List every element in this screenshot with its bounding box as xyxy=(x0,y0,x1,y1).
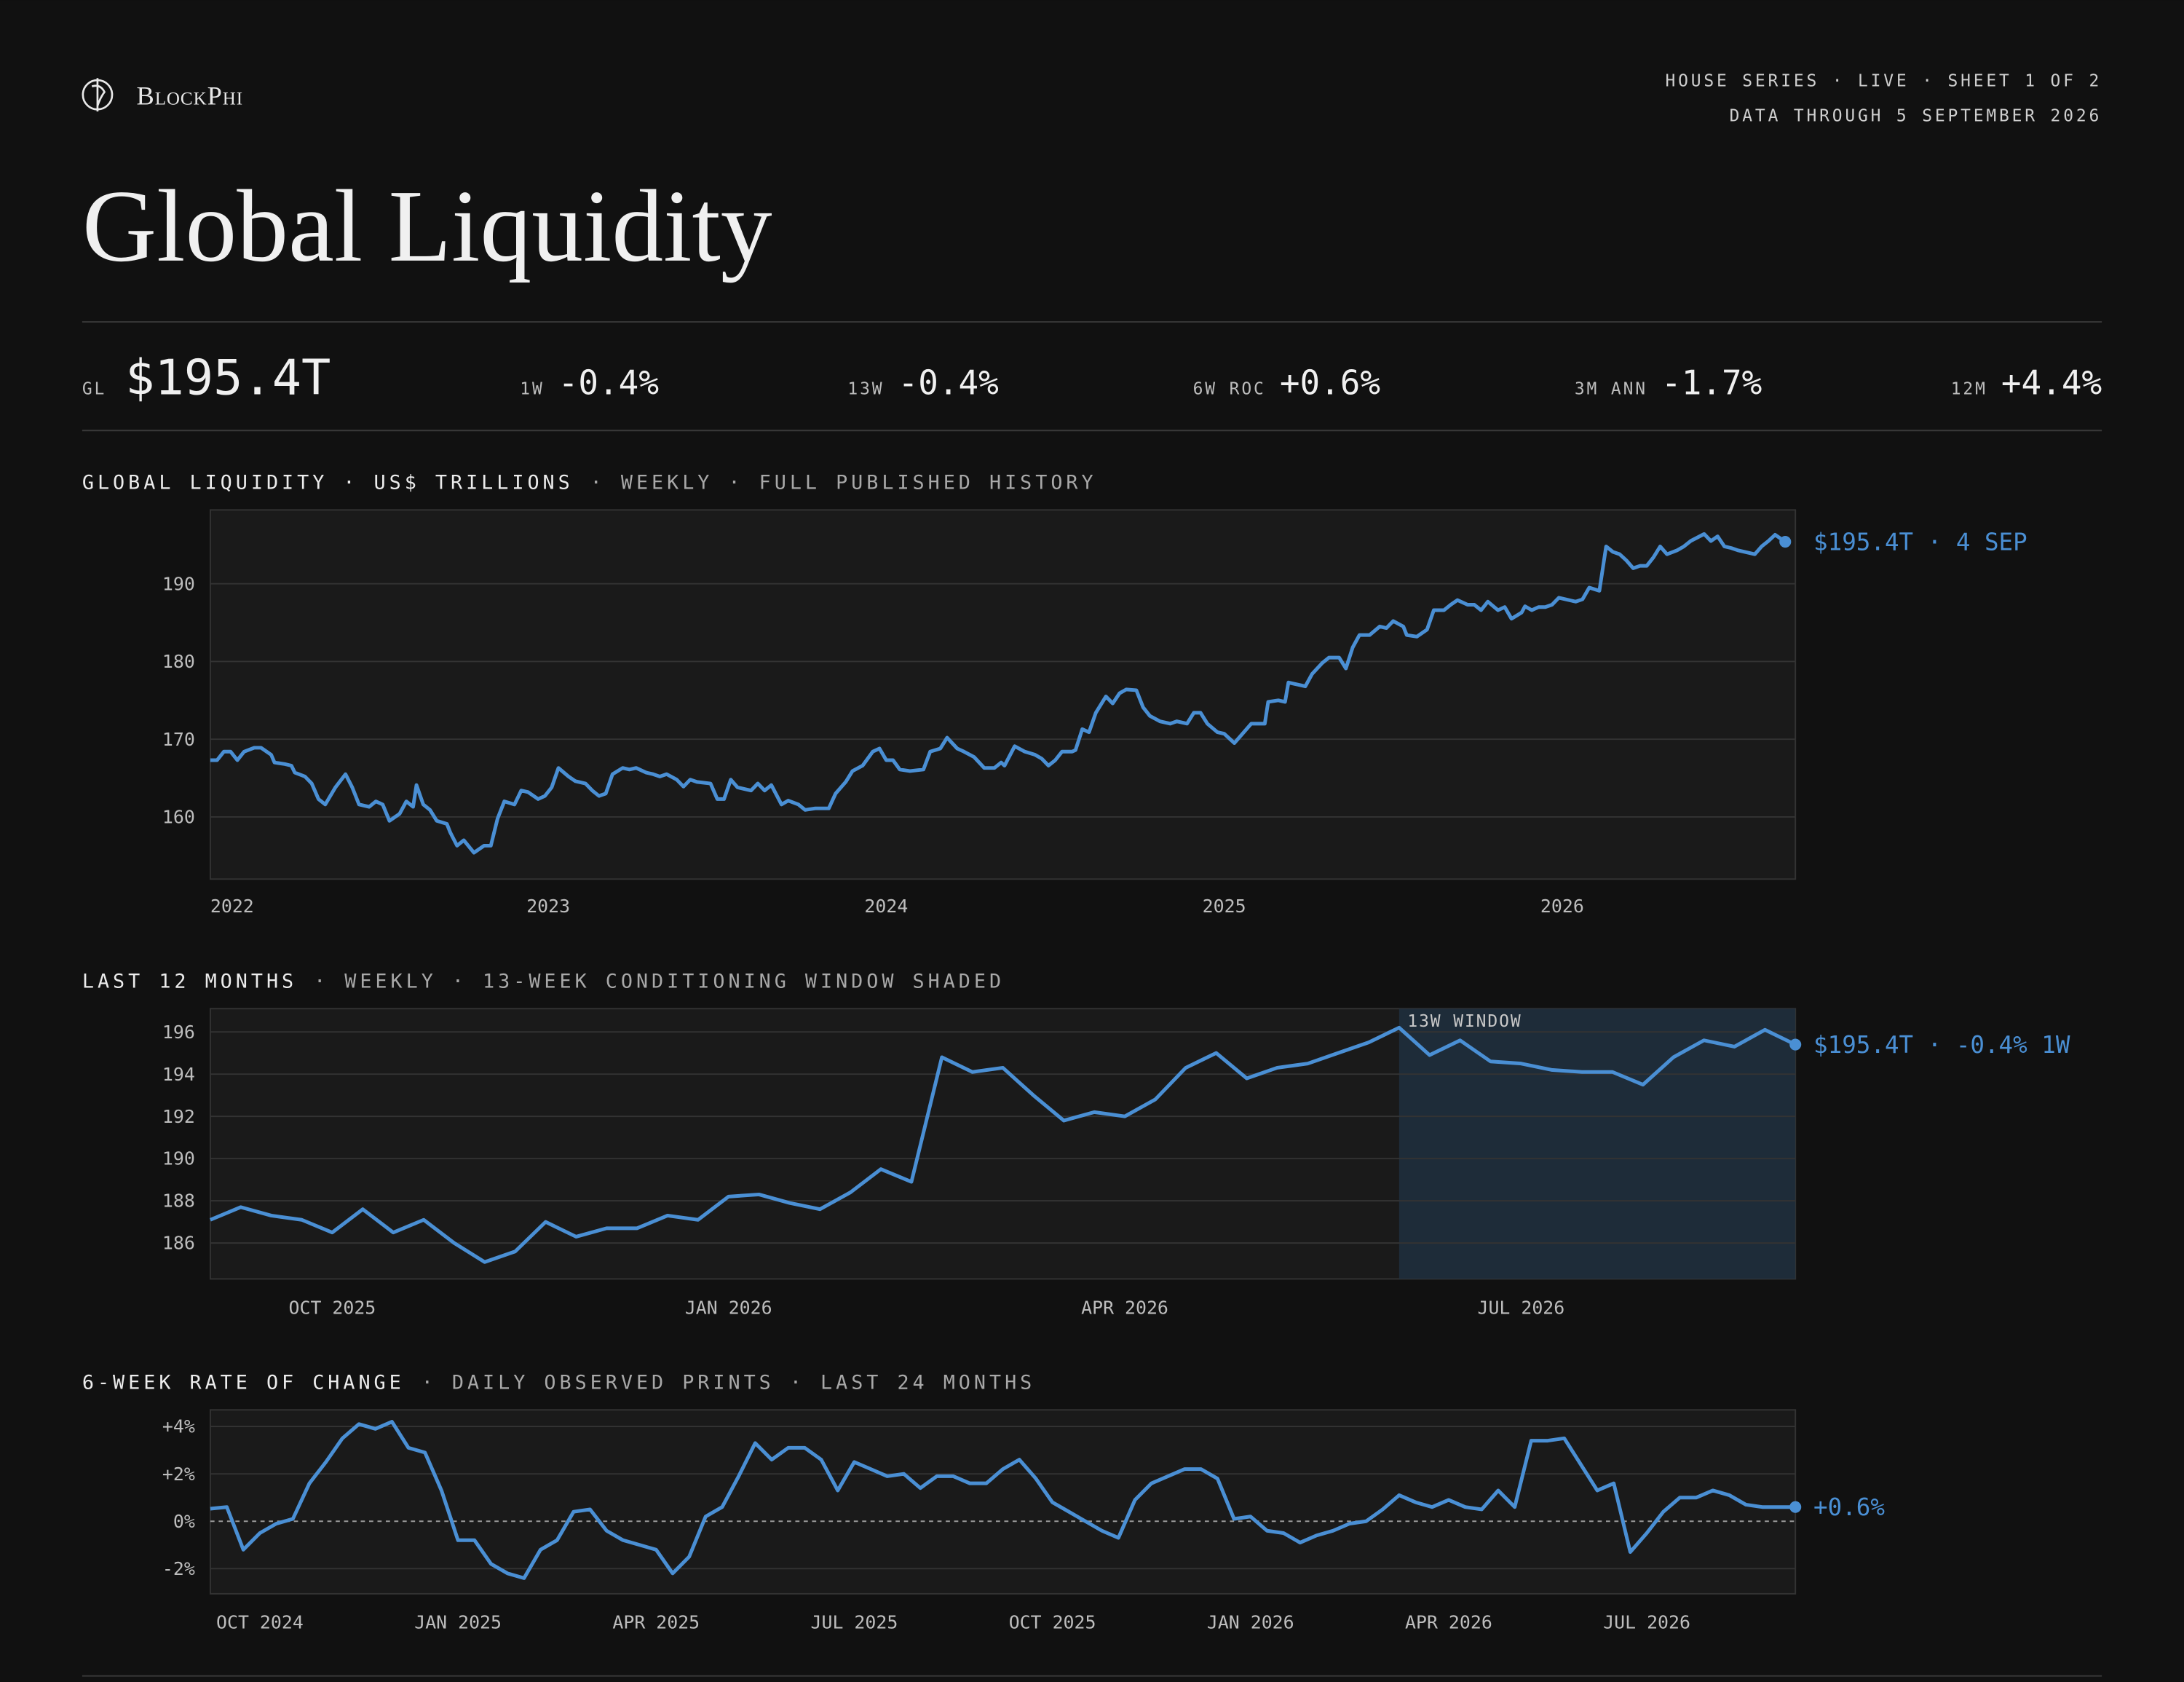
page-title: Global Liquidity xyxy=(82,169,772,283)
y-tick-label: 0% xyxy=(173,1511,195,1532)
chart-subtitle: · DAILY OBSERVED PRINTS · LAST 24 MONTHS xyxy=(422,1372,1036,1394)
y-tick-label: 188 xyxy=(162,1191,195,1212)
x-tick-label: APR 2026 xyxy=(1405,1612,1492,1633)
end-dot xyxy=(1779,536,1792,548)
y-tick-label: 194 xyxy=(162,1064,195,1085)
y-tick-label: +2% xyxy=(162,1464,195,1485)
stat-value: -0.4% xyxy=(898,363,999,403)
window-label: 13W WINDOW xyxy=(1407,1012,1522,1031)
stat-value: $195.4T xyxy=(125,350,331,406)
x-tick-label: OCT 2025 xyxy=(1009,1612,1096,1633)
x-tick-label: OCT 2025 xyxy=(289,1297,376,1318)
end-label: +0.6% xyxy=(1813,1493,1885,1521)
stat-value: -0.4% xyxy=(558,363,659,403)
y-tick-label: 180 xyxy=(162,651,195,672)
x-tick-label: JAN 2026 xyxy=(685,1297,772,1318)
x-tick-label: JUL 2025 xyxy=(811,1612,898,1633)
stat-value: -1.7% xyxy=(1661,363,1762,403)
stat-label: 12M xyxy=(1951,380,1987,399)
y-tick-label: -2% xyxy=(162,1558,195,1579)
chart-title: LAST 12 MONTHS · WEEKLY · 13-WEEK CONDITI… xyxy=(82,971,1005,993)
brand: BlockPhi xyxy=(136,82,243,111)
stat-label: 13W xyxy=(847,380,884,399)
logo-icon xyxy=(82,78,114,112)
x-tick-label: APR 2026 xyxy=(1081,1297,1168,1318)
x-tick-label: JAN 2025 xyxy=(414,1612,502,1633)
x-tick-label: JAN 2026 xyxy=(1207,1612,1294,1633)
y-tick-label: 192 xyxy=(162,1106,195,1127)
chart-title-main: LAST 12 MONTHS xyxy=(82,971,297,993)
stat-value: +0.6% xyxy=(1280,363,1380,403)
stat-label: GL xyxy=(82,380,106,399)
data-line xyxy=(209,1025,1797,1264)
y-tick-label: 196 xyxy=(162,1022,195,1043)
end-dot xyxy=(1789,1501,1802,1513)
chart-title-main: 6-WEEK RATE OF CHANGE xyxy=(82,1372,405,1394)
stat-label: 1W xyxy=(520,380,544,399)
chart-title-main: GLOBAL LIQUIDITY · US$ TRILLIONS xyxy=(82,472,574,494)
data-line xyxy=(210,532,1787,855)
data-line xyxy=(210,1420,1796,1580)
y-tick-label: 170 xyxy=(162,729,195,750)
chart-title: 6-WEEK RATE OF CHANGE · DAILY OBSERVED PR… xyxy=(82,1372,1035,1394)
window-shade xyxy=(1398,1008,1796,1279)
x-tick-label: 2023 xyxy=(526,896,570,917)
x-tick-label: 2025 xyxy=(1203,896,1246,917)
stats-row: GL $195.4T -0.4% 1W -0.4% 13W +0.6% 6W ROC -1.7%… xyxy=(82,350,2102,406)
chart-title: GLOBAL LIQUIDITY · US$ TRILLIONS · WEEKLY… xyxy=(82,472,1097,494)
chart-subtitle: · WEEKLY · 13-WEEK CONDITIONING WINDOW S… xyxy=(314,971,1005,993)
x-tick-label: 2022 xyxy=(210,896,254,917)
chart-subtitle: · WEEKLY · FULL PUBLISHED HISTORY xyxy=(590,472,1097,494)
end-dot xyxy=(1789,1038,1802,1051)
y-tick-label: 160 xyxy=(162,807,195,828)
y-tick-label: +4% xyxy=(162,1416,195,1437)
meta-line: DATA THROUGH 5 SEPTEMBER 2026 xyxy=(1730,107,2102,126)
meta-line: HOUSE SERIES · LIVE · SHEET 1 OF 2 xyxy=(1665,72,2102,91)
charts: GLOBAL LIQUIDITY · US$ TRILLIONS · WEEKLY… xyxy=(82,472,2070,1633)
y-tick-label: 190 xyxy=(162,573,195,594)
stat-label: 3M ANN xyxy=(1575,380,1647,399)
end-label: $195.4T · 4 SEP xyxy=(1813,529,2027,556)
x-tick-label: 2026 xyxy=(1540,896,1584,917)
stat-value: +4.4% xyxy=(2001,363,2102,403)
x-tick-label: APR 2025 xyxy=(612,1612,700,1633)
end-label: $195.4T · -0.4% 1W xyxy=(1813,1031,2070,1059)
y-tick-label: 190 xyxy=(162,1148,195,1169)
x-tick-label: JUL 2026 xyxy=(1477,1297,1564,1318)
x-tick-label: 2024 xyxy=(864,896,908,917)
y-tick-label: 186 xyxy=(162,1233,195,1254)
x-tick-label: JUL 2026 xyxy=(1603,1612,1690,1633)
stat-label: 6W ROC xyxy=(1193,380,1266,399)
x-tick-label: OCT 2024 xyxy=(216,1612,304,1633)
